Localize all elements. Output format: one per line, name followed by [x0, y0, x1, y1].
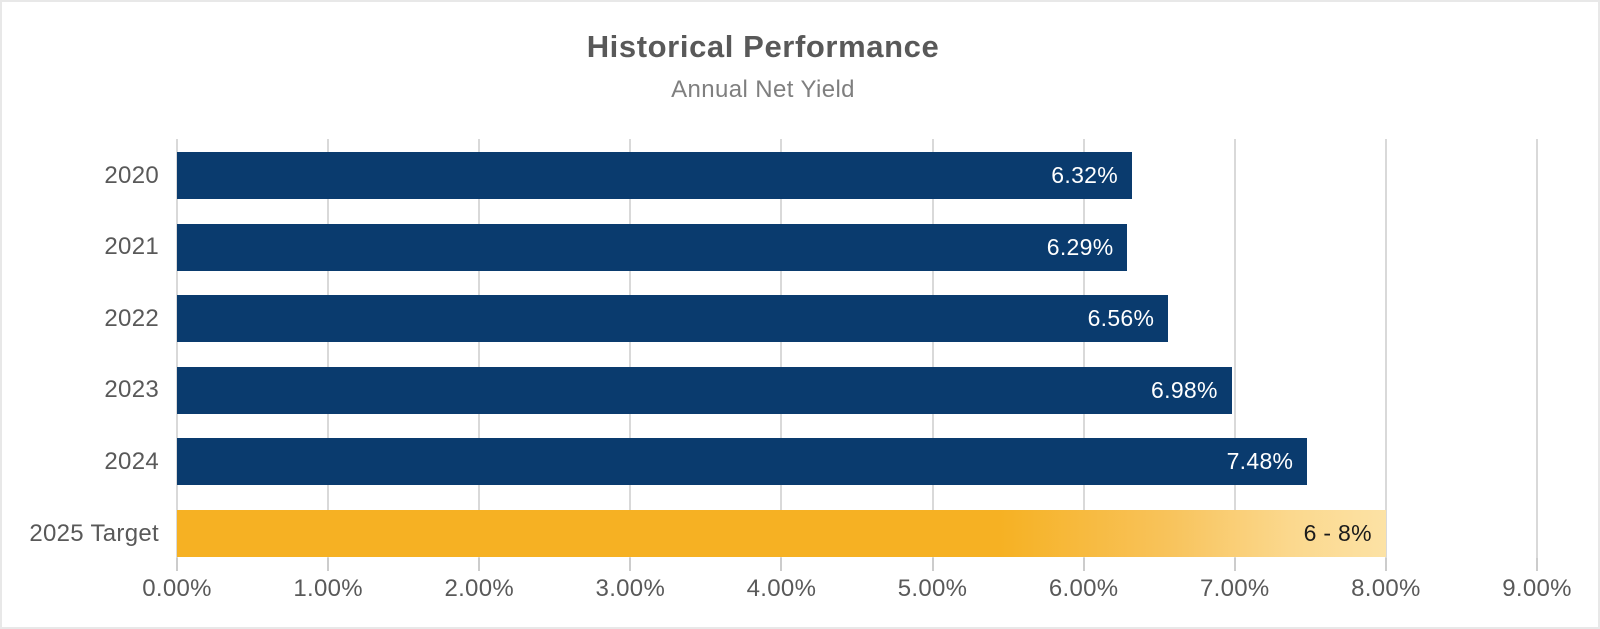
axis-tick — [931, 558, 934, 571]
gridline — [1536, 139, 1538, 558]
axis-tick — [1233, 558, 1236, 571]
x-axis-ticks — [176, 558, 1538, 571]
gridline — [1384, 139, 1387, 558]
x-axis-label: 4.00% — [746, 575, 817, 602]
x-axis-label: 9.00% — [1502, 575, 1572, 602]
bar-row: 6.29% — [177, 223, 1537, 271]
gridline — [327, 139, 330, 558]
x-axis-label: 2.00% — [444, 575, 514, 602]
category-label-2024: 2024 — [104, 447, 159, 475]
x-axis-labels: 0.00% 1.00% 2.00% 3.00% 4.00% 5.00% 6.00% 7.00%… — [142, 574, 1571, 608]
bar-2023: 6.98% — [177, 366, 1232, 414]
axis-tick — [478, 558, 481, 571]
x-axis-label: 1.00% — [293, 575, 363, 602]
chart-title: Historical Performance — [586, 29, 940, 64]
axis-tick — [1082, 558, 1085, 571]
category-label-2025-target: 2025 Target — [29, 519, 159, 547]
bar-2021: 6.29% — [177, 223, 1128, 271]
axis-tick — [1384, 558, 1387, 571]
axis-tick — [1536, 558, 1538, 571]
bar-value-label: 6.98% — [1151, 376, 1218, 403]
bar-value-label: 7.48% — [1226, 448, 1294, 475]
bar-value-label: 6.29% — [1046, 233, 1114, 260]
gridline — [780, 139, 783, 558]
x-axis-label: 6.00% — [1048, 575, 1119, 602]
bar-value-label: 6 - 8% — [1303, 520, 1372, 546]
x-axis-label: 3.00% — [595, 575, 666, 602]
bar-row: 6.32% — [177, 152, 1537, 199]
bar-2024: 7.48% — [177, 438, 1308, 486]
category-label-2021: 2021 — [104, 233, 159, 261]
category-label-2022: 2022 — [104, 304, 159, 332]
x-axis-label: 8.00% — [1351, 575, 1421, 602]
axis-tick — [780, 558, 783, 571]
bar-2022: 6.56% — [177, 295, 1169, 343]
y-axis-category-labels: 2020 2021 2022 2023 2024 2025 Target — [2, 139, 159, 558]
target-bar-2025-target: 6 - 8% — [177, 510, 1386, 557]
plot-area: 6.32% 6.29% 6.56% 6.98% 7.48% 6 - 8% — [176, 139, 1538, 558]
gridline — [478, 139, 481, 558]
axis-tick — [176, 558, 178, 571]
gridline — [1082, 139, 1085, 558]
x-axis-label: 0.00% — [142, 575, 212, 602]
bar-row: 6 - 8% — [177, 510, 1537, 557]
bar-row: 7.48% — [177, 438, 1537, 486]
gridline — [931, 139, 934, 558]
category-label-2020: 2020 — [104, 161, 159, 189]
gridline — [176, 139, 178, 558]
bar-row: 6.56% — [177, 295, 1537, 343]
bar-row: 6.98% — [177, 366, 1537, 414]
x-axis-label: 5.00% — [897, 575, 968, 602]
bar-value-label: 6.56% — [1087, 305, 1155, 332]
gridline — [1233, 139, 1236, 558]
category-label-2023: 2023 — [104, 376, 159, 404]
gridline — [629, 139, 632, 558]
bar-2020: 6.32% — [177, 152, 1133, 199]
axis-tick — [327, 558, 330, 571]
x-axis-label: 7.00% — [1199, 575, 1270, 602]
chart-subtitle: Annual Net Yield — [671, 76, 855, 103]
axis-tick — [629, 558, 632, 571]
bar-value-label: 6.32% — [1051, 162, 1119, 188]
